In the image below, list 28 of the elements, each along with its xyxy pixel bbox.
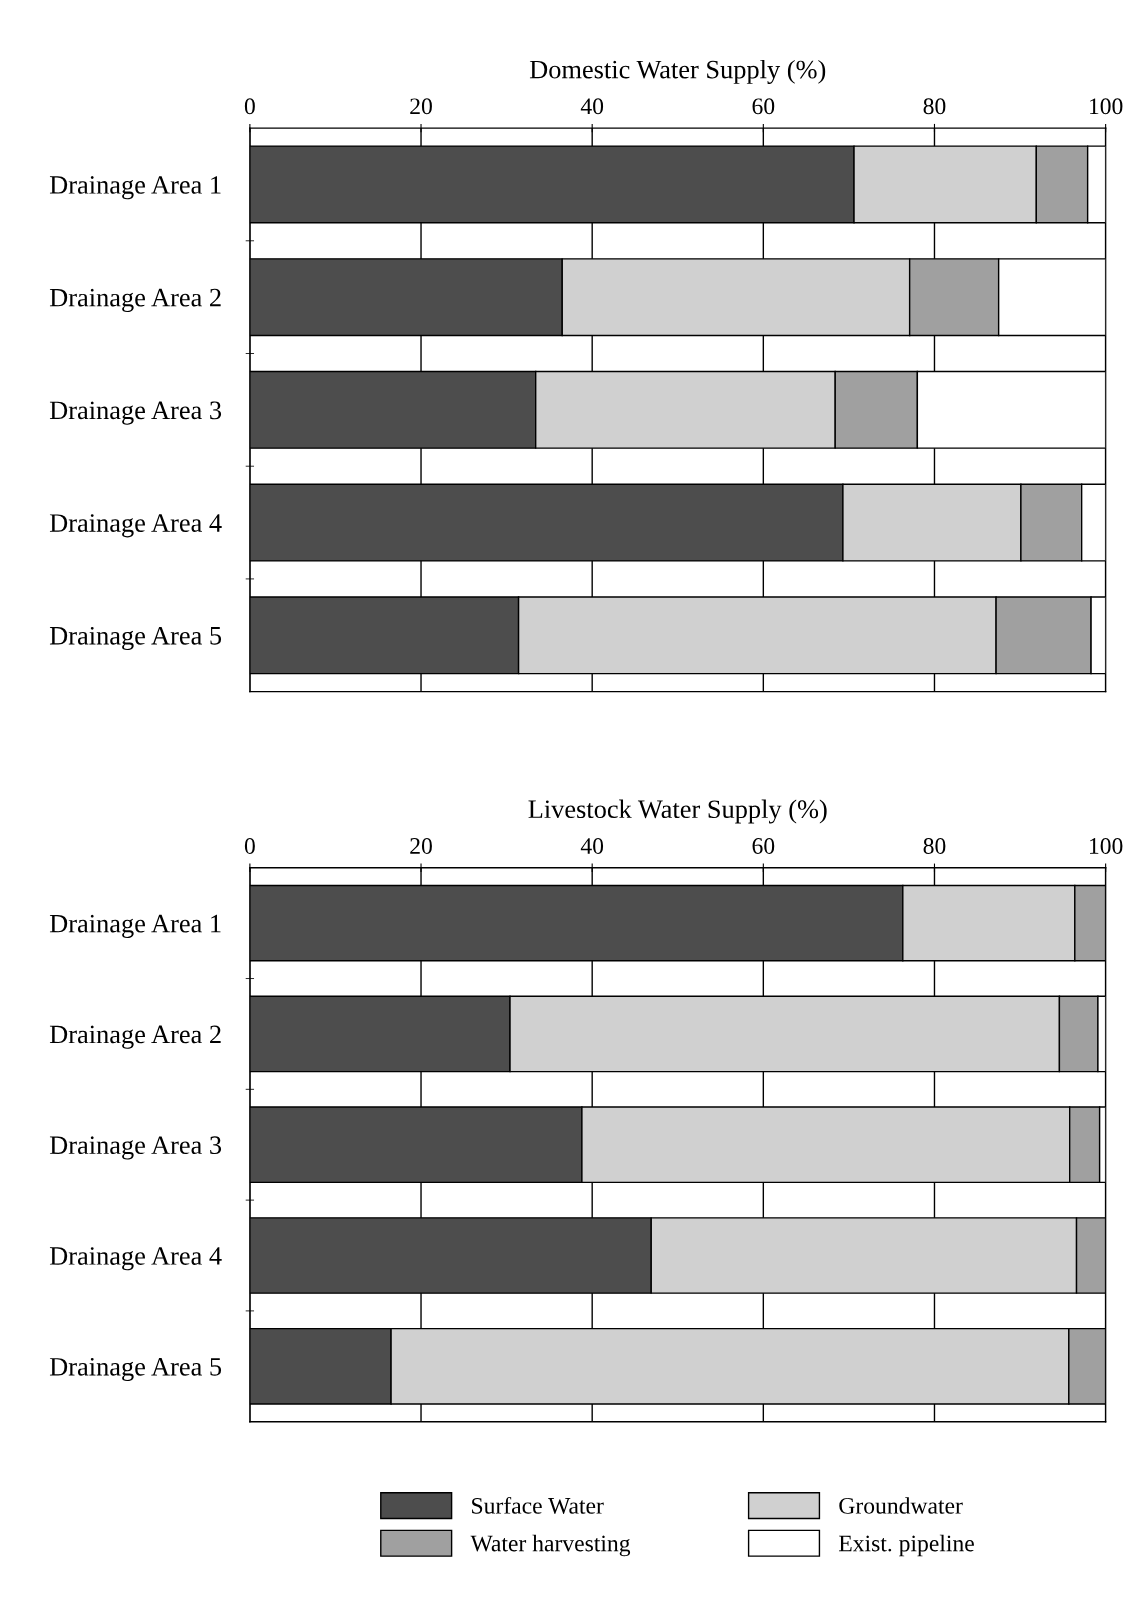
legend-label: Groundwater [839, 1497, 963, 1514]
y-tick-label: Drainage Area 3 [49, 401, 222, 425]
x-axis-title: Domestic Water Supply (%) [529, 59, 826, 84]
x-axis-title: Livestock Water Supply (%) [528, 799, 827, 824]
y-tick-label: Drainage Area 1 [49, 176, 221, 200]
x-tick-label: 20 [410, 837, 432, 854]
x-tick-label: 60 [752, 98, 775, 115]
x-tick-label: 80 [923, 837, 946, 854]
x-tick-label: 0 [244, 98, 255, 115]
x-tick-label: 20 [410, 98, 432, 115]
y-tick-label: Drainage Area 2 [49, 288, 221, 312]
x-tick-label: 0 [244, 837, 255, 854]
y-tick-label: Drainage Area 2 [49, 1025, 221, 1049]
x-tick-label: 40 [580, 98, 604, 115]
y-tick-label: Drainage Area 5 [49, 1357, 222, 1382]
y-tick-label: Drainage Area 1 [49, 914, 221, 938]
y-tick-label: Drainage Area 5 [49, 626, 222, 651]
y-tick-label: Drainage Area 4 [49, 1247, 222, 1271]
legend-label: Exist. pipeline [839, 1534, 974, 1557]
x-tick-label: 100 [1090, 837, 1123, 854]
x-tick-label: 60 [752, 837, 775, 854]
legend-label: Surface Water [472, 1496, 604, 1514]
x-tick-label: 80 [923, 98, 946, 115]
legend-label: Water harvesting [470, 1534, 631, 1557]
y-tick-label: Drainage Area 3 [49, 1136, 222, 1160]
x-tick-label: 40 [580, 837, 604, 854]
y-tick-label: Drainage Area 4 [49, 514, 222, 538]
x-tick-label: 100 [1090, 98, 1123, 115]
